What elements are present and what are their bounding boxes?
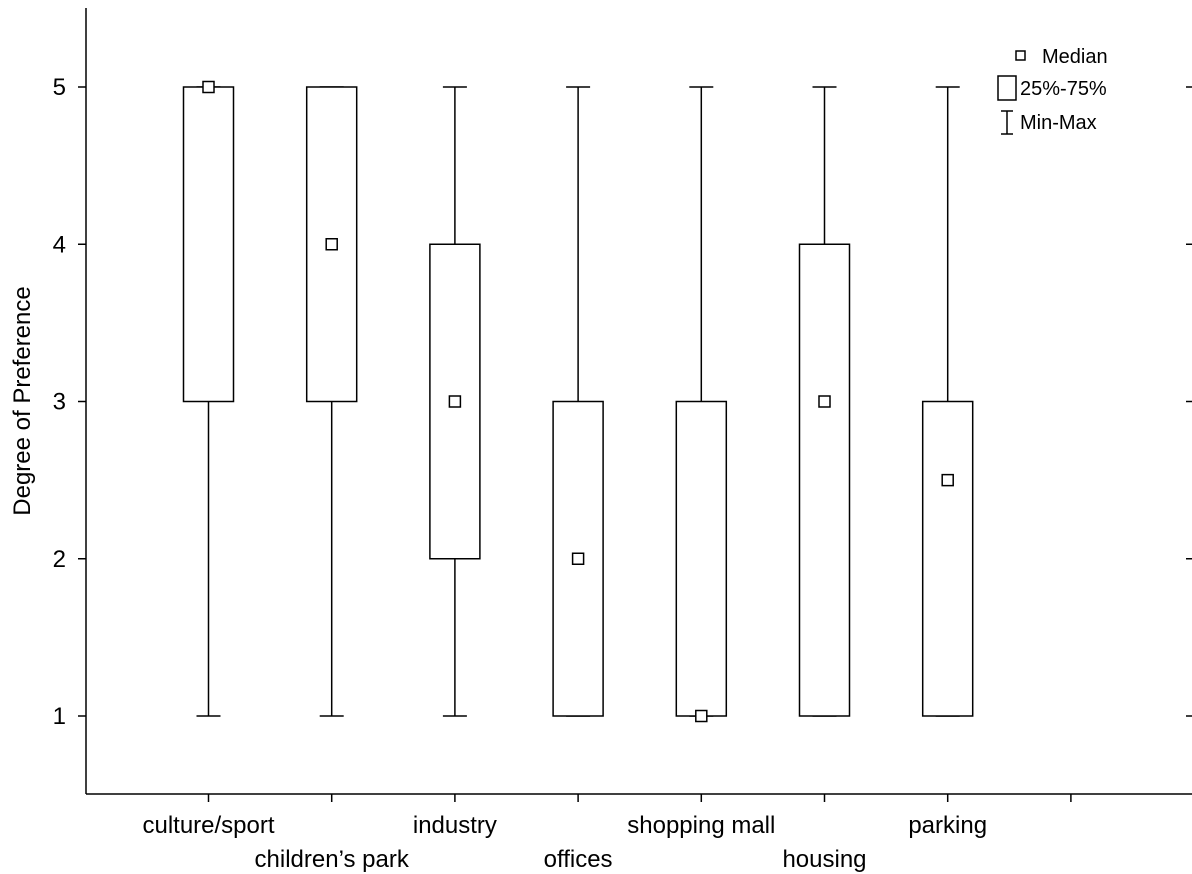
y-axis-title: Degree of Preference <box>9 286 36 515</box>
box-iqr <box>305 86 358 403</box>
box-5 <box>798 86 851 717</box>
box-group <box>182 80 974 723</box>
median-marker <box>818 395 831 408</box>
x-category-label: offices <box>544 846 613 873</box>
legend-box-marker <box>997 75 1017 101</box>
legend-median-marker <box>1015 50 1026 61</box>
legend-whisker-marker <box>1001 110 1013 135</box>
box-iqr <box>182 86 235 403</box>
box-0 <box>182 80 235 717</box>
y-tick-label: 4 <box>53 231 66 258</box>
y-tick-label: 5 <box>53 74 66 101</box>
box-iqr <box>798 243 851 717</box>
x-category-label: industry <box>413 812 497 839</box>
y-tick-group: 1 2 3 4 5 <box>53 74 1192 730</box>
median-marker <box>941 473 954 487</box>
box-3 <box>552 86 604 717</box>
y-tick-label: 2 <box>53 546 66 573</box>
box-4 <box>675 86 728 723</box>
median-marker <box>448 395 462 408</box>
x-category-label: children’s park <box>255 846 410 873</box>
y-tick-label: 1 <box>53 703 66 730</box>
box-1 <box>305 86 358 717</box>
legend-minmax-label: Min-Max <box>1020 112 1097 134</box>
box-2 <box>429 86 481 717</box>
box-iqr <box>675 400 728 717</box>
median-marker <box>571 552 585 565</box>
y-tick-label: 3 <box>53 389 66 416</box>
box-iqr <box>921 400 974 717</box>
x-category-label: parking <box>908 812 987 839</box>
median-marker <box>325 238 338 251</box>
legend-box-label: 25%-75% <box>1020 78 1107 100</box>
x-category-label: culture/sport <box>142 812 274 839</box>
median-marker <box>695 709 708 723</box>
box-6 <box>921 86 974 717</box>
median-marker <box>202 80 215 94</box>
x-category-label: shopping mall <box>627 812 775 839</box>
x-category-label: housing <box>782 846 866 873</box>
legend: Median 25%-75% Min-Max <box>997 46 1108 135</box>
legend-median-label: Median <box>1042 46 1108 68</box>
